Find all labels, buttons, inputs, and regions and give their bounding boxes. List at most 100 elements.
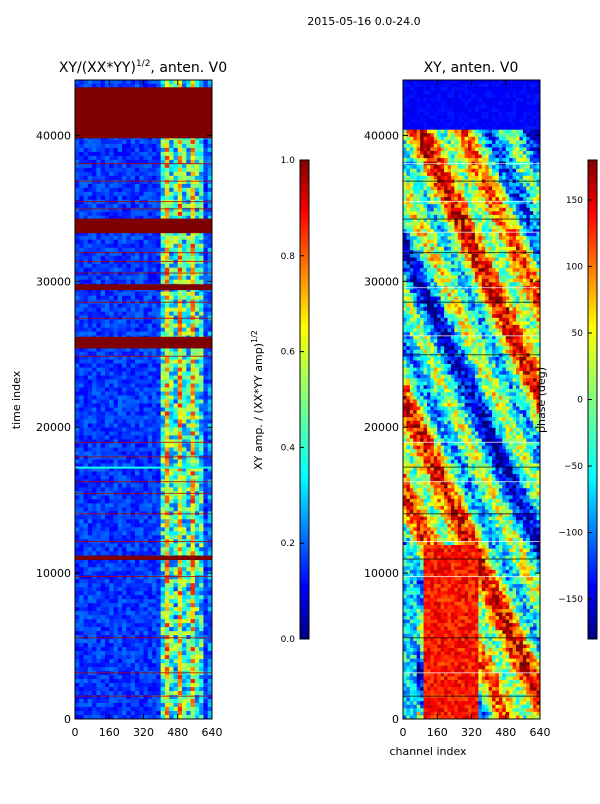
left-heatmap-cell: [134, 303, 140, 309]
left-heatmap-cell: [173, 531, 179, 536]
left-heatmap-cell: [160, 175, 166, 181]
left-heatmap-cell: [194, 667, 200, 672]
left-heatmap-cell: [87, 371, 93, 376]
left-heatmap-cell: [87, 551, 93, 556]
left-heatmap-cell: [152, 579, 157, 584]
left-heatmap-cell: [190, 143, 196, 149]
left-heatmap-cell: [126, 551, 132, 556]
left-heatmap-cell: [186, 563, 191, 568]
left-heatmap-cell: [147, 591, 153, 596]
left-heatmap-cell: [160, 411, 166, 416]
left-heatmap-cell: [92, 259, 97, 265]
left-heatmap-cell: [134, 267, 140, 273]
left-heatmap-cell: [92, 291, 97, 297]
left-heatmap-cell: [147, 523, 153, 528]
left-heatmap-cell: [143, 367, 149, 372]
left-heatmap-cell: [130, 571, 136, 576]
left-heatmap-cell: [126, 535, 132, 540]
left-heatmap-cell: [79, 647, 84, 652]
left-heatmap-cell: [169, 271, 174, 277]
left-heatmap-cell: [160, 467, 166, 472]
left-heatmap-cell: [152, 675, 157, 680]
left-heatmap-cell: [182, 259, 187, 265]
left-heatmap-cell: [113, 547, 119, 552]
left-heatmap-cell: [160, 527, 166, 532]
left-heatmap-cell: [130, 403, 136, 408]
left-heatmap-cell: [156, 207, 162, 213]
left-heatmap-cell: [164, 483, 170, 488]
left-heatmap-cell: [134, 363, 140, 368]
left-heatmap-cell: [134, 231, 140, 237]
left-heatmap-cell: [100, 411, 106, 416]
left-heatmap-cell: [199, 443, 204, 448]
left-heatmap-cell: [92, 651, 97, 656]
left-heatmap-cell: [169, 403, 174, 408]
left-heatmap-cell: [147, 251, 153, 257]
left-heatmap-cell: [182, 395, 187, 400]
left-heatmap-cell: [139, 391, 144, 396]
left-heatmap-cell: [194, 275, 200, 281]
left-heatmap-cell: [186, 547, 191, 552]
left-heatmap-cell: [79, 243, 84, 249]
left-heatmap-cell: [152, 419, 157, 424]
left-heatmap-cell: [199, 327, 204, 332]
left-heatmap-cell: [75, 651, 80, 656]
left-heatmap-cell: [190, 515, 196, 520]
left-heatmap-cell: [164, 351, 170, 356]
left-heatmap-cell: [134, 291, 140, 297]
left-heatmap-cell: [190, 311, 196, 317]
left-heatmap-cell: [194, 699, 200, 704]
left-heatmap-cell: [186, 667, 191, 672]
left-heatmap-cell: [87, 279, 93, 285]
left-heatmap-cell: [207, 527, 213, 532]
left-heatmap-cell: [113, 579, 119, 584]
left-heatmap-cell: [199, 679, 204, 684]
left-heatmap-cell: [109, 239, 114, 245]
left-heatmap-cell: [134, 80, 140, 85]
left-heatmap-cell: [139, 619, 144, 624]
left-heatmap-cell: [190, 495, 196, 500]
left-heatmap-cell: [173, 619, 179, 624]
left-heatmap-cell: [130, 503, 136, 508]
left-heatmap-cell: [134, 695, 140, 700]
left-heatmap-cell: [152, 607, 157, 612]
left-heatmap-cell: [100, 407, 106, 412]
left-heatmap-cell: [143, 383, 149, 388]
left-heatmap-cell: [164, 319, 170, 325]
left-heatmap-cell: [194, 371, 200, 376]
left-heatmap-cell: [130, 271, 136, 277]
left-heatmap-cell: [75, 403, 80, 408]
left-heatmap-cell: [83, 183, 89, 189]
left-heatmap-cell: [130, 231, 136, 237]
left-heatmap-cell: [177, 399, 183, 404]
left-heatmap-cell: [122, 359, 127, 364]
left-heatmap-cell: [100, 607, 106, 612]
left-heatmap-cell: [143, 583, 149, 588]
left-heatmap-cell: [199, 383, 204, 388]
left-heatmap-cell: [117, 307, 123, 313]
left-heatmap-cell: [160, 579, 166, 584]
left-heatmap-cell: [164, 695, 170, 700]
left-heatmap-cell: [173, 595, 179, 600]
left-heatmap-cell: [104, 251, 110, 257]
left-heatmap-cell: [186, 407, 191, 412]
left-heatmap-cell: [113, 419, 119, 424]
left-heatmap-cell: [186, 627, 191, 632]
left-heatmap-cell: [194, 495, 200, 500]
left-heatmap-cell: [139, 195, 144, 201]
left-heatmap-cell: [169, 347, 174, 352]
left-heatmap-cell: [126, 519, 132, 524]
left-heatmap-cell: [182, 203, 187, 209]
left-heatmap-cell: [190, 439, 196, 444]
left-heatmap-cell: [186, 375, 191, 380]
left-heatmap-cell: [113, 327, 119, 332]
left-heatmap-cell: [186, 267, 191, 273]
left-heatmap-cell: [139, 147, 144, 153]
left-heatmap-cell: [92, 271, 97, 277]
left-heatmap-cell: [186, 459, 191, 464]
left-heatmap-cell: [75, 667, 80, 672]
left-heatmap-cell: [100, 271, 106, 277]
left-heatmap-cell: [130, 279, 136, 285]
left-heatmap-cell: [113, 347, 119, 352]
left-heatmap-cell: [130, 467, 136, 472]
